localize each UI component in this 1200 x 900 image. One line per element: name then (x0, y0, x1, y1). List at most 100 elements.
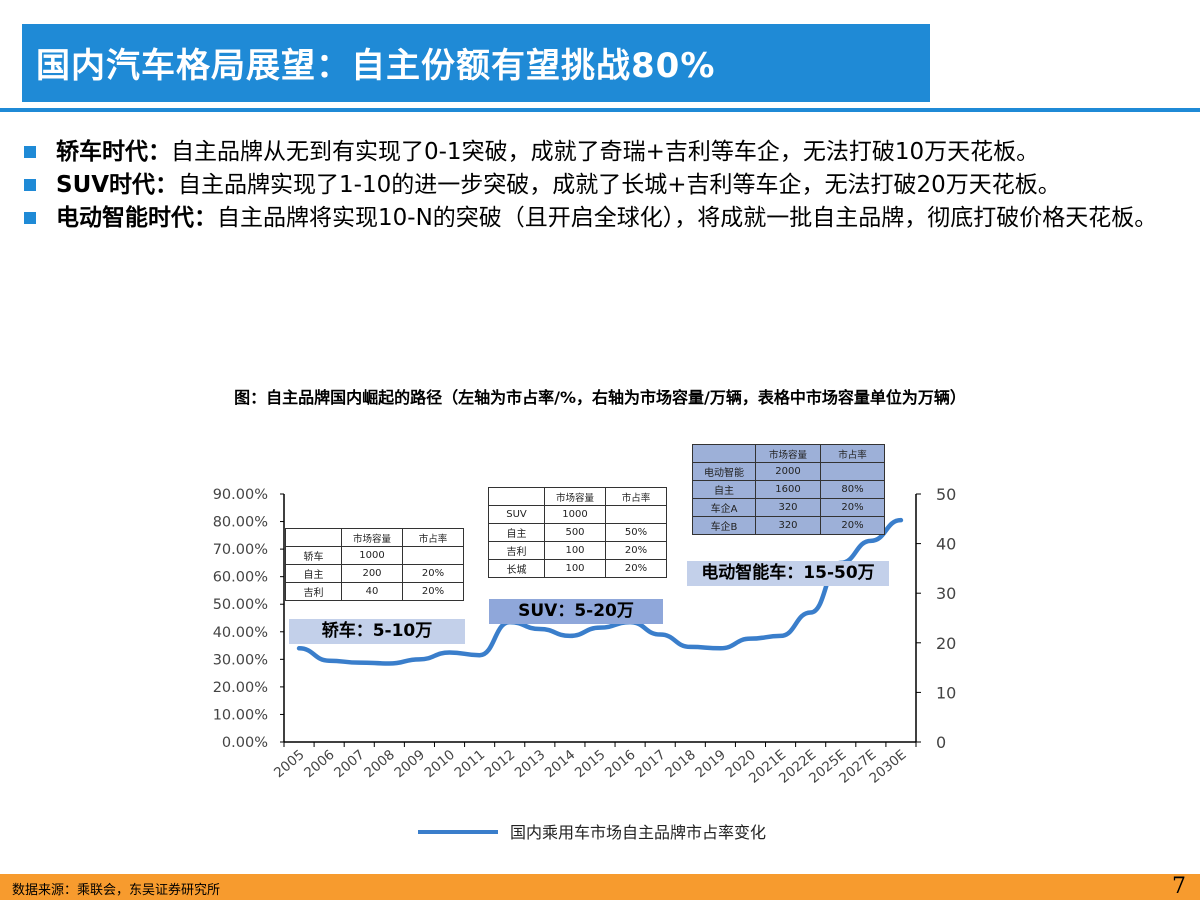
table-row: 自主 1600 80% (692, 480, 885, 499)
data-point (689, 645, 692, 649)
bullet-lead: SUV时代： (56, 172, 179, 198)
table-cell: 100 (544, 559, 606, 578)
table-cell (402, 546, 464, 565)
right-tick-label: 50 (936, 485, 956, 504)
table-cell: 80% (820, 480, 885, 499)
table-cell: 20% (402, 582, 464, 601)
table-row: 自主 500 50% (488, 523, 667, 542)
table-cell: 200 (341, 564, 403, 583)
title-banner: 国内汽车格局展望：自主份额有望挑战80% (22, 24, 930, 102)
table-header-row: 市场容量 市占率 (488, 487, 667, 506)
data-point (358, 661, 361, 664)
bullet-text: 自主品牌从无到有实现了0-1突破，成就了奇瑞+吉利等车企，无法打破10万天花板。 (171, 139, 1040, 165)
table-cell: 500 (544, 523, 606, 542)
table-cell: 轿车 (285, 546, 342, 565)
data-point (749, 637, 752, 640)
table-cell: 市占率 (820, 444, 885, 463)
table-cell: 自主 (692, 480, 756, 499)
left-tick-label: 50.00% (213, 597, 268, 613)
bullet-square-icon (24, 179, 36, 191)
suv-era-tag: SUV：5-20万 (489, 599, 663, 624)
left-tick-label: 60.00% (213, 570, 268, 586)
x-tick-label: 2008 (361, 747, 398, 781)
bullet-text: 自主品牌实现了1-10的进一步突破，成就了长城+吉利等车企，无法打破20万天花板… (178, 172, 1061, 198)
table-cell (692, 444, 756, 463)
data-point (598, 626, 602, 629)
right-tick-label: 10 (936, 683, 956, 702)
table-cell: 市占率 (402, 528, 464, 547)
bullet-ev-era: 电动智能时代：自主品牌将实现10-N的突破（且开启全球化），将成就一批自主品牌，… (22, 202, 1162, 234)
table-cell: 车企A (692, 498, 756, 517)
table-cell: 100 (544, 541, 606, 560)
table-cell: SUV (488, 505, 545, 524)
table-header-row: 市场容量 市占率 (285, 528, 464, 547)
table-cell: 市占率 (605, 487, 667, 506)
table-row: SUV 1000 (488, 505, 667, 524)
table-cell (285, 528, 342, 547)
data-point (538, 627, 542, 631)
bullet-text: 自主品牌将实现10-N的突破（且开启全球化），将成就一批自主品牌，彻底打破价格天… (217, 205, 1158, 231)
data-point (448, 651, 451, 654)
left-tick-label: 20.00% (213, 680, 268, 696)
x-tick-label: 2017 (632, 747, 669, 781)
table-row: 自主 200 20% (285, 564, 464, 583)
data-point (899, 518, 903, 522)
data-point (297, 647, 301, 650)
table-cell: 自主 (488, 523, 545, 542)
right-tick-label: 40 (936, 535, 956, 554)
sedan-era-table: 市场容量 市占率 轿车 1000 自主 200 20% 吉利 40 20% (285, 528, 464, 601)
table-cell: 市场容量 (755, 444, 821, 463)
x-tick-label: 2013 (512, 747, 549, 781)
bullet-square-icon (24, 146, 36, 158)
table-cell: 车企B (692, 516, 756, 535)
x-tick-label: 2007 (331, 747, 368, 781)
figure-caption: 图：自主品牌国内崛起的路径（左轴为市占率/%，右轴为市场容量/万辆，表格中市场容… (234, 388, 966, 407)
table-cell: 20% (402, 564, 464, 583)
x-tick-label: 2016 (602, 747, 639, 781)
table-cell: 50% (605, 523, 667, 542)
x-tick-label: 2015 (572, 747, 609, 781)
bullet-suv-era: SUV时代：自主品牌实现了1-10的进一步突破，成就了长城+吉利等车企，无法打破… (22, 169, 1162, 201)
x-tick-label: 2006 (301, 747, 338, 781)
data-point (388, 662, 391, 665)
table-row: 电动智能 2000 (692, 462, 885, 481)
data-point (869, 539, 873, 543)
ev-era-table: 市场容量 市占率 电动智能 2000 自主 1600 80% 车企A 320 2… (692, 444, 885, 535)
table-cell: 20% (820, 498, 885, 517)
table-cell: 40 (341, 582, 403, 601)
right-tick-label: 20 (936, 634, 956, 653)
legend-label: 国内乘用车市场自主品牌市占率变化 (510, 823, 766, 842)
sedan-era-tag: 轿车：5-10万 (289, 619, 465, 644)
title-divider (0, 108, 1200, 112)
left-tick-label: 10.00% (213, 707, 268, 723)
table-cell: 市场容量 (341, 528, 403, 547)
left-tick-label: 0.00% (222, 735, 268, 751)
bullet-lead: 轿车时代： (56, 139, 171, 165)
data-point (719, 647, 722, 650)
data-point (658, 633, 662, 636)
data-point (418, 658, 421, 661)
table-row: 车企B 320 20% (692, 516, 885, 535)
table-cell: 长城 (488, 559, 545, 578)
x-tick-label: 2010 (421, 747, 458, 781)
left-tick-label: 90.00% (213, 487, 268, 503)
bullet-list: 轿车时代：自主品牌从无到有实现了0-1突破，成就了奇瑞+吉利等车企，无法打破10… (22, 136, 1162, 235)
footer-source: 数据来源：乘联会，东吴证券研究所 (12, 883, 221, 898)
table-cell: 320 (755, 516, 821, 535)
suv-era-table: 市场容量 市占率 SUV 1000 自主 500 50% 吉利 100 20% … (488, 487, 667, 578)
x-tick-label: 2011 (452, 747, 489, 781)
bullet-sedan-era: 轿车时代：自主品牌从无到有实现了0-1突破，成就了奇瑞+吉利等车企，无法打破10… (22, 136, 1162, 168)
table-cell: 20% (605, 541, 667, 560)
table-cell: 1000 (341, 546, 403, 565)
x-tick-label: 2014 (542, 747, 579, 781)
x-tick-label: 2018 (662, 747, 699, 781)
table-cell: 20% (820, 516, 885, 535)
right-tick-label: 0 (936, 733, 946, 752)
table-cell: 市场容量 (544, 487, 606, 506)
data-point (779, 634, 782, 638)
page-number: 7 (1172, 874, 1186, 899)
table-row: 吉利 40 20% (285, 582, 464, 601)
x-tick-label: 2005 (271, 747, 308, 781)
left-tick-label: 80.00% (213, 515, 268, 531)
table-row: 吉利 100 20% (488, 541, 667, 560)
